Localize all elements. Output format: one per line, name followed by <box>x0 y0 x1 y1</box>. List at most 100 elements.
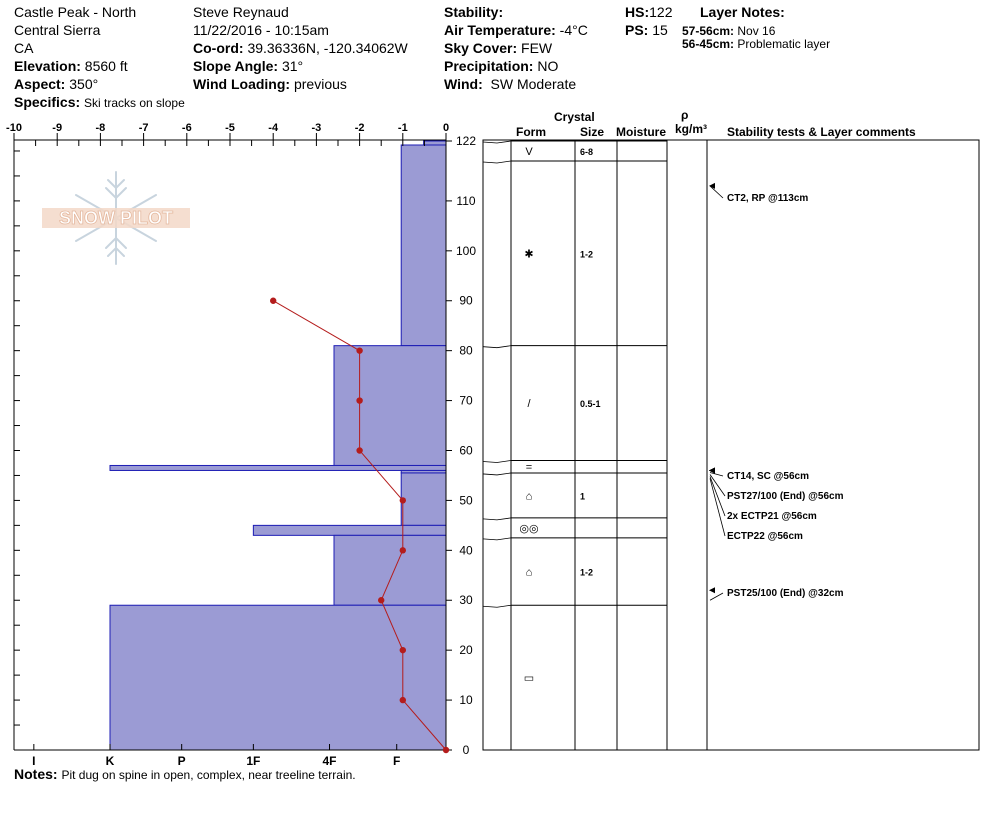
temperature-point <box>356 347 363 354</box>
notes-label: Notes: <box>14 766 58 782</box>
notes: Notes: Pit dug on spine in open, complex… <box>14 766 356 782</box>
grain-size-label: 6-8 <box>580 147 593 157</box>
hs-value: 122 <box>649 4 673 20</box>
test-pointer <box>709 478 726 537</box>
grain-form-symbol: ⌂ <box>526 490 533 502</box>
moisture-header: Moisture <box>616 125 667 139</box>
hardness-tick-label: P <box>178 754 186 768</box>
hardness-bar <box>423 140 447 146</box>
grain-form-symbol: ◎◎ <box>519 523 538 535</box>
wind-loading-value: previous <box>293 76 347 92</box>
height-tick-label: 0 <box>463 743 470 757</box>
layer-note-range: 56-45cm: <box>682 37 735 51</box>
grain-form-symbol: = <box>526 462 532 474</box>
layer-connector <box>482 460 512 463</box>
hardness-tick-label: 4F <box>323 754 337 768</box>
layer-connector <box>482 537 512 541</box>
layer-connector <box>482 604 512 608</box>
coord: Co-ord: 39.36336N, -120.34062W <box>193 40 408 56</box>
temp-tick-label: -10 <box>6 122 22 134</box>
elevation-label: Elevation: <box>14 58 81 74</box>
temperature-point <box>442 746 450 754</box>
hardness-tick-label: 1F <box>246 754 260 768</box>
snowpilot-logo: SNOW PILOT <box>36 168 196 268</box>
height-tick-label: 30 <box>459 593 473 607</box>
temperature-point <box>270 297 277 304</box>
temperature-line <box>272 300 447 751</box>
temp-tick-label: -3 <box>312 122 322 134</box>
grain-size-label: 1-2 <box>580 568 593 578</box>
temperature-point <box>399 497 406 504</box>
rho-header: ρ <box>681 108 689 122</box>
layer-note-text: Problematic layer <box>737 37 831 51</box>
height-tick-label: 122 <box>456 134 476 148</box>
stability-test-label: PST27/100 (End) @56cm <box>727 491 844 502</box>
ps-label: PS: <box>625 22 649 38</box>
form-header: Form <box>516 125 546 139</box>
ps-value: 15 <box>652 22 668 38</box>
stability-test-label: PST25/100 (End) @32cm <box>727 588 844 599</box>
height-tick-label: 40 <box>459 543 473 557</box>
height-tick-label: 110 <box>456 194 475 208</box>
wind-loading-label: Wind Loading: <box>193 76 291 92</box>
aspect: Aspect: 350° <box>14 76 98 92</box>
specifics-value: Ski tracks on slope <box>84 96 185 110</box>
slope-value: 31° <box>281 58 304 74</box>
height-tick-label: 90 <box>459 294 473 308</box>
precip-label: Precipitation: <box>444 58 534 74</box>
test-pointer <box>709 592 724 601</box>
hardness-tick-label: F <box>393 754 400 768</box>
size-header: Size <box>580 125 605 139</box>
elevation: Elevation: 8560 ft <box>14 58 128 74</box>
grain-form-symbol: ✱ <box>524 248 533 260</box>
notes-value: Pit dug on spine in open, complex, near … <box>61 768 356 782</box>
height-tick-label: 80 <box>459 344 473 358</box>
temp-tick-label: 0 <box>443 122 449 134</box>
temperature-point <box>399 646 406 654</box>
precip-value: NO <box>537 58 559 74</box>
grain-form-symbol: ▭ <box>524 673 534 685</box>
height-tick-label: 70 <box>459 394 473 408</box>
logo-text: SNOW PILOT <box>59 208 173 228</box>
hardness-bar <box>333 534 447 606</box>
grain-form-symbol: / <box>527 398 531 410</box>
test-arrow <box>709 587 715 594</box>
hardness-bar <box>252 524 447 536</box>
stability-test-label: ECTP22 @56cm <box>727 531 803 542</box>
density-unit-header: kg/m³ <box>675 122 708 136</box>
hs-label: HS: <box>625 4 650 20</box>
stability-test-label: CT2, RP @113cm <box>727 193 808 204</box>
temp-tick-label: -7 <box>139 122 149 134</box>
layer-notes-label: Layer Notes: <box>700 4 785 20</box>
air-temp: Air Temperature: -4°C <box>444 22 588 38</box>
test-pointer <box>709 185 724 199</box>
temp-tick-label: -4 <box>268 122 279 134</box>
wind-loading: Wind Loading: previous <box>193 76 347 92</box>
temperature-point <box>399 547 406 554</box>
stability-label: Stability: <box>444 4 504 20</box>
state: CA <box>14 40 34 56</box>
air-temp-value: -4°C <box>559 22 588 38</box>
ps: PS: 15 <box>625 22 668 38</box>
sky-label: Sky Cover: <box>444 40 518 56</box>
wind-value: SW Moderate <box>490 76 577 92</box>
hardness-bar <box>400 144 447 347</box>
layer-connector <box>482 345 512 349</box>
layer-table-frame <box>482 139 980 751</box>
layer-note: 56-45cm: Problematic layer <box>682 37 830 51</box>
hardness-tick-label: I <box>32 754 35 768</box>
temp-tick-label: -8 <box>96 122 106 134</box>
hs: HS:122 <box>625 4 672 20</box>
hardness-bar <box>400 472 447 526</box>
aspect-label: Aspect: <box>14 76 66 92</box>
hardness-bar <box>109 604 447 751</box>
temperature-point <box>399 696 406 704</box>
coord-label: Co-ord: <box>193 40 244 56</box>
region: Central Sierra <box>14 22 101 38</box>
wind: Wind: SW Moderate <box>444 76 576 92</box>
slope-angle: Slope Angle: 31° <box>193 58 303 74</box>
layer-connector <box>482 160 512 164</box>
hardness-tick-label: K <box>106 754 115 768</box>
wind-label: Wind: <box>444 76 483 92</box>
